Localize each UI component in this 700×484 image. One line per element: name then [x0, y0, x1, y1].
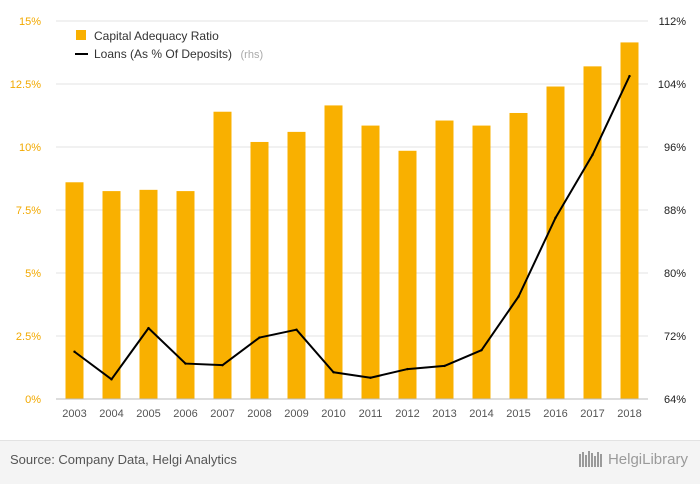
right-tick-label: 104%: [658, 79, 686, 91]
x-tick-label: 2003: [62, 408, 86, 420]
footer: Source: Company Data, Helgi Analytics He…: [0, 440, 700, 484]
legend-label-loans: Loans (As % Of Deposits) (rhs): [94, 45, 263, 62]
right-axis-ticks: 64% 72% 80% 88% 96% 104% 112%: [658, 16, 686, 406]
bar-capital-adequacy-2015: [509, 112, 528, 399]
bar-capital-adequacy-2016: [546, 86, 565, 400]
x-tick-label: 2011: [359, 408, 383, 420]
point-loans-2005: [147, 326, 150, 330]
bar-capital-adequacy-2006: [176, 191, 195, 399]
legend-label-capital-adequacy: Capital Adequacy Ratio: [94, 29, 219, 43]
point-loans-2004: [110, 378, 113, 381]
x-tick-label: 2013: [432, 408, 456, 420]
left-axis-ticks: 0% 2.5% 5% 7.5% 10% 12.5% 15%: [10, 16, 41, 406]
left-tick-label: 10%: [19, 142, 41, 154]
left-tick-label: 0%: [25, 394, 41, 406]
x-tick-label: 2017: [580, 408, 604, 420]
left-tick-label: 7.5%: [16, 205, 41, 217]
bar-capital-adequacy-2012: [398, 150, 417, 399]
left-tick-label: 15%: [19, 16, 41, 28]
point-loans-2007: [221, 363, 224, 367]
right-tick-label: 64%: [664, 394, 686, 406]
left-tick-label: 5%: [25, 268, 41, 280]
point-loans-2013: [443, 364, 446, 368]
x-tick-label: 2009: [284, 408, 308, 420]
right-tick-label: 72%: [664, 331, 686, 343]
bar-capital-adequacy-2018: [620, 42, 639, 400]
legend-label-loans-text: Loans (As % Of Deposits): [94, 47, 232, 61]
right-tick-label: 80%: [664, 268, 686, 280]
bar-capital-adequacy-2003: [65, 182, 84, 399]
x-tick-label: 2006: [173, 408, 197, 420]
source-text: Source: Company Data, Helgi Analytics: [10, 452, 237, 467]
x-tick-label: 2008: [247, 408, 271, 420]
point-loans-2017: [591, 153, 594, 157]
x-tick-label: 2018: [617, 408, 641, 420]
x-axis-ticks: 2003 2004 2005 2006 2007 2008 2009 2010 2011 2012…: [62, 408, 641, 420]
right-tick-label: 112%: [659, 16, 687, 28]
legend-swatch-capital-adequacy: [76, 30, 86, 40]
left-tick-label: 2.5%: [16, 331, 41, 343]
bar-capital-adequacy-2017: [583, 66, 602, 400]
point-loans-2009: [295, 328, 298, 331]
point-loans-2018: [628, 74, 631, 78]
x-tick-label: 2010: [321, 408, 345, 420]
bar-capital-adequacy-2009: [287, 131, 306, 399]
bar-capital-adequacy-2007: [213, 111, 232, 399]
x-tick-label: 2016: [543, 408, 567, 420]
point-loans-2012: [406, 367, 409, 371]
bar-capital-adequacy-2014: [472, 125, 491, 399]
legend-label-loans-rhs: (rhs): [241, 49, 264, 61]
point-loans-2008: [258, 336, 261, 339]
bar-capital-adequacy-2005: [139, 189, 158, 399]
x-tick-label: 2007: [210, 408, 234, 420]
right-tick-label: 96%: [664, 142, 686, 154]
line-series: [73, 74, 631, 381]
point-loans-2010: [332, 371, 335, 374]
point-loans-2011: [369, 376, 372, 379]
x-tick-label: 2004: [99, 408, 123, 420]
x-tick-label: 2015: [506, 408, 530, 420]
bar-capital-adequacy-2010: [324, 105, 343, 400]
chart: 0% 2.5% 5% 7.5% 10% 12.5% 15% 64% 72% 80% 88% 96% 1…: [10, 16, 686, 420]
x-tick-label: 2012: [395, 408, 419, 420]
point-loans-2015: [517, 295, 520, 298]
bar-capital-adequacy-2008: [250, 141, 269, 399]
point-loans-2016: [554, 216, 557, 220]
bar-capital-adequacy-2004: [102, 191, 121, 399]
bar-series: [65, 42, 639, 400]
library-books-icon: [578, 451, 602, 467]
point-loans-2006: [184, 362, 187, 365]
point-loans-2003: [73, 350, 76, 353]
legend: Capital Adequacy Ratio Loans (As % Of De…: [75, 29, 263, 62]
x-tick-label: 2005: [136, 408, 160, 420]
helgi-library-logo[interactable]: HelgiLibrary: [578, 450, 688, 468]
bar-capital-adequacy-2013: [435, 120, 454, 399]
bar-capital-adequacy-2011: [361, 125, 380, 399]
x-tick-label: 2014: [469, 408, 493, 420]
line-loans-to-deposits: [73, 75, 631, 381]
logo-text: HelgiLibrary: [607, 450, 688, 468]
point-loans-2014: [480, 348, 483, 352]
right-tick-label: 88%: [664, 205, 686, 217]
left-tick-label: 12.5%: [10, 79, 41, 91]
